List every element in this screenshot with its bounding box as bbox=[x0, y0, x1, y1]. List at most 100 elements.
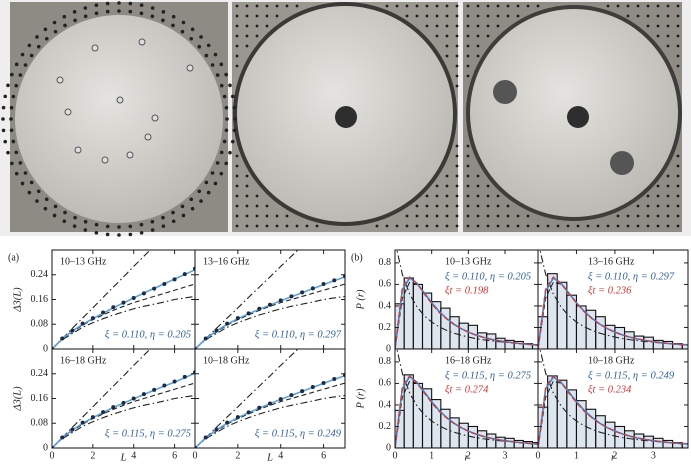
photo-2 bbox=[232, 2, 458, 232]
hole bbox=[476, 44, 480, 48]
band-label: 16–18 GHz bbox=[60, 355, 107, 366]
hole bbox=[222, 94, 227, 99]
hole bbox=[676, 154, 680, 158]
hole bbox=[245, 224, 249, 228]
data-point bbox=[90, 415, 95, 420]
hole bbox=[219, 171, 224, 176]
x-tick-label: 4 bbox=[131, 450, 136, 461]
hole bbox=[1, 128, 6, 133]
hole bbox=[275, 14, 279, 18]
hole bbox=[36, 189, 41, 194]
hole bbox=[666, 194, 670, 198]
histogram-bar bbox=[566, 294, 578, 349]
data-point bbox=[321, 381, 326, 386]
hole bbox=[676, 214, 680, 218]
hole bbox=[676, 204, 680, 208]
data-point bbox=[214, 328, 219, 333]
data-point bbox=[289, 294, 294, 299]
bead bbox=[116, 96, 124, 104]
hole bbox=[466, 64, 470, 68]
hole bbox=[425, 14, 429, 18]
hole bbox=[1, 105, 6, 110]
hole bbox=[225, 117, 229, 121]
x-tick-label: 3 bbox=[651, 450, 656, 461]
fit-label: ξ = 0.110, η = 0.297 bbox=[588, 271, 675, 282]
data-point bbox=[60, 336, 65, 341]
data-point bbox=[152, 387, 157, 392]
hole bbox=[190, 206, 195, 211]
hole bbox=[14, 62, 19, 67]
x-tick-label: 2 bbox=[90, 450, 95, 461]
hole bbox=[676, 4, 680, 8]
hole bbox=[210, 171, 215, 175]
hole bbox=[455, 54, 459, 58]
hole bbox=[224, 161, 228, 166]
hole bbox=[189, 197, 194, 202]
histogram-bar bbox=[566, 389, 578, 448]
hole bbox=[455, 154, 459, 158]
hole bbox=[496, 214, 500, 218]
hole bbox=[150, 14, 155, 19]
hole bbox=[44, 197, 49, 202]
hole bbox=[516, 14, 520, 18]
histogram-bar bbox=[486, 333, 497, 349]
hole bbox=[506, 14, 510, 18]
bead bbox=[56, 76, 64, 84]
band-label: 13–16 GHz bbox=[588, 256, 635, 267]
curve bbox=[52, 349, 151, 448]
hole bbox=[676, 194, 680, 198]
hole bbox=[666, 174, 670, 178]
hole bbox=[105, 1, 110, 6]
x-tick-label: 0 bbox=[193, 450, 198, 461]
hole bbox=[646, 194, 650, 198]
hole bbox=[83, 14, 88, 19]
hole bbox=[53, 204, 58, 209]
hole bbox=[526, 4, 530, 8]
plot-area bbox=[52, 250, 195, 349]
hole bbox=[232, 128, 237, 133]
hole bbox=[656, 14, 660, 18]
hole bbox=[255, 224, 259, 228]
panel: 0 0.2 0.4 0.6 0.8 10–13 GHz ξ = 0.110, η = 0.2… bbox=[351, 249, 539, 354]
bead bbox=[64, 108, 72, 116]
panel-label: (a) bbox=[8, 252, 19, 263]
data-point bbox=[131, 295, 136, 300]
band-label: 13–16 GHz bbox=[203, 256, 250, 267]
hole bbox=[43, 206, 48, 211]
hole bbox=[476, 174, 480, 178]
histogram-bar bbox=[403, 374, 414, 448]
hole bbox=[476, 54, 480, 58]
hole bbox=[466, 224, 470, 228]
hole bbox=[395, 224, 399, 228]
fit-label: ξ = 0.115, η = 0.249 bbox=[588, 370, 675, 381]
hole bbox=[53, 29, 58, 34]
y-axis-label: P (r) bbox=[355, 289, 366, 310]
band-label: 10–18 GHz bbox=[203, 355, 250, 366]
hole bbox=[128, 224, 133, 229]
hole bbox=[476, 184, 480, 188]
hole bbox=[476, 224, 480, 228]
data-point bbox=[225, 321, 230, 326]
hole bbox=[666, 224, 670, 228]
x-tick-label: 2 bbox=[612, 450, 617, 461]
hole bbox=[265, 224, 269, 228]
hole bbox=[235, 24, 239, 28]
hole bbox=[486, 184, 490, 188]
hole bbox=[190, 27, 195, 32]
hole bbox=[445, 4, 449, 8]
hole bbox=[526, 214, 530, 218]
hole bbox=[676, 224, 680, 228]
hole bbox=[94, 222, 99, 227]
hole bbox=[161, 10, 166, 14]
hole bbox=[63, 23, 67, 28]
hole bbox=[10, 72, 14, 77]
hole bbox=[425, 204, 429, 208]
y-tick-label: 0 bbox=[43, 442, 48, 453]
hole bbox=[476, 4, 480, 8]
hole bbox=[395, 4, 399, 8]
hole bbox=[20, 52, 25, 57]
bead bbox=[186, 64, 194, 72]
hole bbox=[636, 204, 640, 208]
hole bbox=[466, 174, 470, 178]
curve bbox=[195, 349, 299, 448]
